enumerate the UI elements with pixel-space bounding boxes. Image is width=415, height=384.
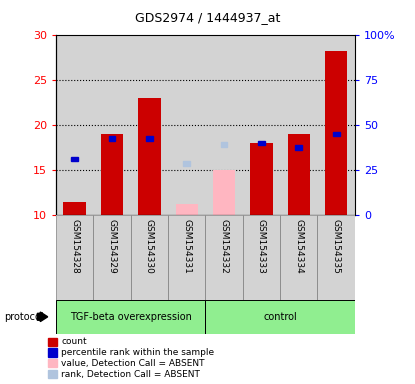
Bar [146,136,153,141]
Bar [131,215,168,300]
Bar [250,143,273,215]
Bar [168,215,205,300]
Text: control: control [263,312,297,322]
Bar [168,35,205,215]
Text: protocol: protocol [4,312,44,322]
Bar [317,35,355,215]
Bar [280,215,317,300]
Bar [56,35,93,215]
Bar [258,141,265,145]
Bar [317,215,355,300]
Bar [183,161,190,166]
Bar [205,300,355,334]
Bar [138,98,161,215]
Text: percentile rank within the sample: percentile rank within the sample [61,348,214,357]
Bar [93,215,131,300]
Bar [205,300,355,334]
Text: GSM154329: GSM154329 [107,219,117,274]
Bar [56,300,205,334]
Bar [205,35,243,215]
Text: GSM154334: GSM154334 [294,219,303,274]
Bar [176,204,198,215]
Bar [131,35,168,215]
Bar [93,215,131,300]
Bar [333,132,339,136]
Text: GSM154335: GSM154335 [332,219,341,274]
Text: GSM154331: GSM154331 [182,219,191,274]
Bar [205,215,243,300]
Bar [71,157,78,161]
Text: GSM154328: GSM154328 [70,219,79,274]
Text: GSM154332: GSM154332 [220,219,229,274]
Bar [131,215,168,300]
Bar [317,215,355,300]
Bar [243,35,280,215]
Bar [325,51,347,215]
Bar [93,35,131,215]
Bar [56,215,93,300]
Bar [168,215,205,300]
Text: TGF-beta overexpression: TGF-beta overexpression [70,312,192,322]
Bar [63,202,86,215]
Text: GSM154330: GSM154330 [145,219,154,274]
Bar [243,215,280,300]
Bar [280,35,317,215]
Bar [213,170,235,215]
Bar [101,134,123,215]
Text: GDS2974 / 1444937_at: GDS2974 / 1444937_at [135,12,280,25]
Bar [288,134,310,215]
Text: count: count [61,337,87,346]
Text: GSM154333: GSM154333 [257,219,266,274]
Bar [56,300,205,334]
Bar [205,215,243,300]
Bar [243,215,280,300]
Bar [280,215,317,300]
Bar [221,142,227,147]
Text: rank, Detection Call = ABSENT: rank, Detection Call = ABSENT [61,369,200,379]
Bar [295,145,302,150]
Text: value, Detection Call = ABSENT: value, Detection Call = ABSENT [61,359,205,368]
Bar [56,215,93,300]
Bar [109,136,115,141]
